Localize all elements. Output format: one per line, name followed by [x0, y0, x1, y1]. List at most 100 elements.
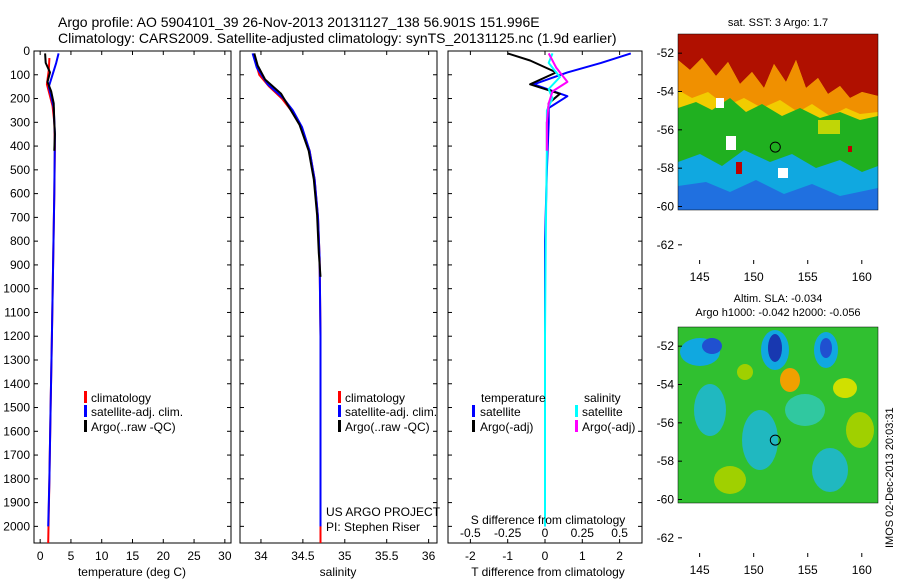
lon-tick-label: 145 [690, 563, 710, 577]
project-note: US ARGO PROJECT [326, 505, 441, 519]
sla-field [678, 327, 878, 503]
legend-swatch-temp-satellite [472, 405, 475, 417]
series-line-argo-raw-qc [253, 53, 322, 277]
legend-label-satellite: satellite-adj. clim. [91, 405, 183, 419]
lat-tick-label: -58 [657, 161, 675, 175]
y-tick-label: 1500 [3, 401, 30, 415]
salinity-series [251, 53, 322, 543]
lon-tick-label: 145 [690, 270, 710, 284]
y-tick-label: 1900 [3, 496, 30, 510]
y-tick-label: 0 [23, 44, 30, 58]
legend-title-temperature: temperature [481, 391, 546, 405]
salinity-axes-frame [239, 50, 438, 544]
x-tick-label: 10 [95, 549, 109, 563]
x-tick-label: 35 [338, 549, 352, 563]
argo-location-marker [769, 434, 781, 446]
lon-tick-label: 155 [798, 270, 818, 284]
legend-swatch-climatology [84, 391, 87, 403]
temperature-axes-frame [33, 50, 232, 544]
sst-lat-ticks: -52 -54 -56 -58 -60 -62 [657, 46, 682, 252]
lat-tick-label: -62 [657, 238, 675, 252]
x-tick-label: 0 [542, 549, 549, 563]
s-difference-ticks: -0.5 -0.25 0 0.25 0.5 [460, 526, 628, 540]
sla-lon-ticks: 145 150 155 160 [690, 553, 872, 577]
y-tick-label: 100 [10, 68, 30, 82]
x-tick-label: 0 [37, 549, 44, 563]
salinity-panel: 34 34.5 35 35.5 36 salinity climatology sate… [239, 50, 441, 579]
salinity-ticks: 34 34.5 35 35.5 36 [254, 51, 436, 563]
s-tick-label: -0.5 [460, 526, 481, 540]
y-tick-label: 600 [10, 187, 30, 201]
legend-label-sal-argo: Argo(-adj) [582, 420, 635, 434]
lon-tick-label: 160 [852, 563, 872, 577]
difference-legend: temperature salinity satellite Argo(-adj… [472, 391, 635, 434]
salinity-legend: climatology satellite-adj. clim. Argo(..… [338, 391, 437, 434]
imos-timestamp: IMOS 02-Dec-2013 20:03:31 [884, 407, 896, 548]
sla-map-title-line1: Altim. SLA: -0.034 [734, 293, 823, 305]
y-tick-label: 300 [10, 115, 30, 129]
lat-tick-label: -54 [657, 378, 675, 392]
x-tick-label: -2 [465, 549, 476, 563]
figure-title-line2: Climatology: CARS2009. Satellite-adjuste… [58, 30, 616, 46]
y-tick-label: 1200 [3, 329, 30, 343]
legend-title-salinity: salinity [584, 391, 621, 405]
lon-tick-label: 155 [798, 563, 818, 577]
x-tick-label: 35.5 [375, 549, 399, 563]
x-tick-label: 30 [218, 549, 232, 563]
y-tick-label: 1100 [4, 305, 30, 319]
lat-tick-label: -60 [657, 200, 675, 214]
lat-tick-label: -56 [657, 123, 675, 137]
legend-label-climatology: climatology [345, 391, 405, 405]
temperature-legend: climatology satellite-adj. clim. Argo(..… [84, 391, 183, 434]
sst-map: sat. SST: 3 Argo: 1.7 145 150 155 160 -52-5… [657, 17, 879, 284]
x-tick-label: 34.5 [291, 549, 315, 563]
figure-title-line1: Argo profile: AO 5904101_39 26-Nov-2013 … [58, 14, 540, 30]
legend-swatch-sal-argo [575, 420, 578, 432]
legend-label-climatology: climatology [91, 391, 151, 405]
y-tick-label: 2000 [3, 519, 30, 533]
legend-swatch-temp-argo [472, 420, 475, 432]
t-difference-ticks: -2 -1 0 1 2 [465, 51, 623, 563]
s-tick-label: 0.5 [611, 526, 628, 540]
s-difference-xlabel: S difference from climatology [471, 513, 626, 527]
legend-label-sal-satellite: satellite [582, 405, 623, 419]
y-tick-label: 800 [10, 234, 30, 248]
temperature-series [44, 53, 60, 544]
legend-label-temp-argo: Argo(-adj) [480, 420, 533, 434]
y-tick-label: 1600 [3, 424, 30, 438]
temperature-ticks: 0 5 10 15 20 25 30 [37, 51, 232, 563]
legend-label-temp-satellite: satellite [480, 405, 521, 419]
sst-lon-ticks: 145 150 155 160 [690, 260, 872, 284]
y-tick-label: 900 [10, 258, 30, 272]
lat-tick-label: -52 [657, 46, 675, 60]
s-tick-label: -0.25 [494, 526, 522, 540]
series-line-argo-raw-qc [44, 53, 56, 151]
sla-map: Altim. SLA: -0.034 Argo h1000: -0.042 h2… [657, 293, 879, 577]
t-difference-xlabel: T difference from climatology [471, 565, 625, 579]
legend-swatch-climatology [338, 391, 341, 403]
x-tick-label: -1 [502, 549, 513, 563]
lon-tick-label: 160 [852, 270, 872, 284]
x-tick-label: 34 [254, 549, 268, 563]
x-tick-label: 36 [422, 549, 436, 563]
sst-field [678, 34, 878, 210]
y-tick-label: 1300 [3, 353, 30, 367]
y-tick-label: 1800 [3, 472, 30, 486]
temperature-xlabel: temperature (deg C) [78, 565, 186, 579]
lat-tick-label: -54 [657, 85, 675, 99]
s-tick-label: 0 [542, 526, 549, 540]
pi-note: PI: Stephen Riser [326, 520, 420, 534]
salinity-xlabel: salinity [320, 565, 357, 579]
sla-map-frame [677, 326, 879, 504]
legend-label-argo: Argo(..raw -QC) [91, 420, 176, 434]
salinity-depth-ticks [240, 50, 437, 527]
legend-label-satellite: satellite-adj. clim. [345, 405, 437, 419]
legend-swatch-sal-satellite [575, 405, 578, 417]
lat-tick-label: -60 [657, 493, 675, 507]
y-tick-label: 1000 [3, 282, 30, 296]
y-tick-label: 700 [10, 210, 30, 224]
x-tick-label: 2 [616, 549, 623, 563]
difference-panel: -2 -1 0 1 2 -0.5 -0.25 0 0.25 0.5 S difference f… [447, 50, 643, 579]
lat-tick-label: -56 [657, 416, 675, 430]
